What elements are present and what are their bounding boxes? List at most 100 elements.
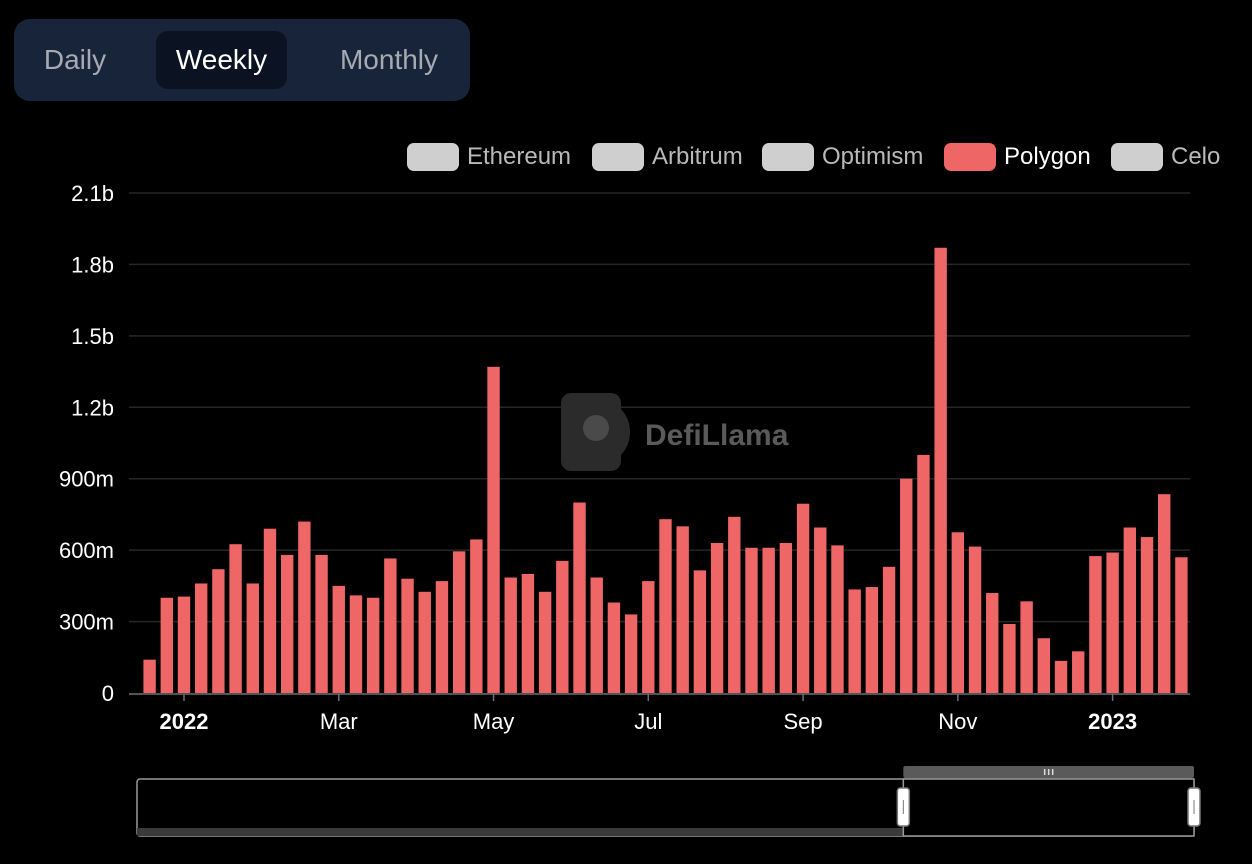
bar[interactable] xyxy=(177,596,191,693)
legend-item-optimism[interactable]: Optimism xyxy=(762,142,923,172)
bar[interactable] xyxy=(538,591,552,693)
x-tick-label: 2023 xyxy=(1088,709,1137,734)
bar[interactable] xyxy=(332,585,345,693)
bar[interactable] xyxy=(401,578,414,693)
bar[interactable] xyxy=(1140,537,1154,693)
bar[interactable] xyxy=(831,545,844,693)
bar[interactable] xyxy=(384,558,397,693)
x-tick-label: Sep xyxy=(783,709,822,734)
bar[interactable] xyxy=(229,544,242,693)
tab-monthly[interactable]: Monthly xyxy=(339,44,439,75)
legend-item-ethereum[interactable]: Ethereum xyxy=(407,142,571,172)
bar[interactable] xyxy=(315,554,328,693)
bar[interactable] xyxy=(848,589,861,693)
bar[interactable] xyxy=(624,614,638,693)
bar[interactable] xyxy=(814,527,827,693)
bar[interactable] xyxy=(1123,527,1137,693)
legend-swatch xyxy=(592,143,644,171)
x-tick-label: Nov xyxy=(938,709,977,734)
y-tick-label: 600m xyxy=(59,538,114,563)
bar[interactable] xyxy=(1106,552,1119,693)
zoom-slider xyxy=(136,766,1201,837)
legend-item-arbitrum[interactable]: Arbitrum xyxy=(592,142,743,172)
x-tick-label: Jul xyxy=(634,709,662,734)
y-axis: 0 300m 600m 900m 1.2b 1.5b 1.8b 2.1b xyxy=(59,181,114,706)
legend-swatch xyxy=(944,143,996,171)
legend-swatch xyxy=(762,143,814,171)
bar[interactable] xyxy=(504,577,517,693)
zoom-preview-fill xyxy=(137,828,904,836)
bar[interactable] xyxy=(986,593,999,693)
bar[interactable] xyxy=(487,366,500,693)
legend-label: Optimism xyxy=(822,143,924,170)
legend-label: Celo xyxy=(1171,143,1221,170)
bar[interactable] xyxy=(1020,601,1033,693)
x-tick-label: 2022 xyxy=(160,709,209,734)
bar[interactable] xyxy=(573,502,586,693)
y-tick-label: 1.8b xyxy=(71,252,114,277)
bar[interactable] xyxy=(917,454,930,693)
bar[interactable] xyxy=(521,573,535,693)
bar[interactable] xyxy=(865,587,879,693)
bar[interactable] xyxy=(263,528,277,693)
bar[interactable] xyxy=(143,659,156,693)
bar[interactable] xyxy=(298,521,311,693)
bar[interactable] xyxy=(796,503,810,693)
bar[interactable] xyxy=(745,547,758,693)
legend-label: Arbitrum xyxy=(652,143,743,170)
bar[interactable] xyxy=(1158,494,1171,693)
legend-swatch xyxy=(407,143,459,171)
legend-swatch xyxy=(1111,143,1163,171)
bar[interactable] xyxy=(590,577,603,693)
bar[interactable] xyxy=(1037,638,1051,693)
bar[interactable] xyxy=(1089,556,1102,693)
legend-item-celo[interactable]: Celo xyxy=(1111,142,1220,172)
y-tick-label: 300m xyxy=(59,610,114,635)
bars xyxy=(143,247,1188,693)
bar[interactable] xyxy=(642,581,655,693)
bar[interactable] xyxy=(900,478,913,693)
bar[interactable] xyxy=(280,554,294,693)
y-tick-label: 900m xyxy=(59,467,114,492)
period-tabs: Daily Weekly Monthly xyxy=(14,19,470,101)
bar[interactable] xyxy=(968,546,982,693)
bar[interactable] xyxy=(710,543,724,693)
bar[interactable] xyxy=(934,247,947,693)
bar[interactable] xyxy=(435,581,449,693)
zoom-selected-window[interactable] xyxy=(902,778,1195,837)
bar[interactable] xyxy=(779,543,793,693)
bar[interactable] xyxy=(676,526,689,693)
bar[interactable] xyxy=(1072,651,1085,693)
legend-label: Polygon xyxy=(1004,143,1091,170)
watermark-text: DefiLlama xyxy=(645,419,789,452)
legend-item-polygon[interactable]: Polygon xyxy=(944,142,1091,172)
x-tick-label: May xyxy=(473,709,515,734)
bar[interactable] xyxy=(470,539,483,693)
bar[interactable] xyxy=(607,602,621,693)
tab-weekly[interactable]: Weekly xyxy=(156,31,287,89)
tab-daily[interactable]: Daily xyxy=(43,44,107,75)
bar[interactable] xyxy=(882,566,896,693)
bar[interactable] xyxy=(951,532,965,693)
bar[interactable] xyxy=(194,583,208,693)
bar[interactable] xyxy=(728,516,741,693)
bar[interactable] xyxy=(1054,660,1068,693)
bar[interactable] xyxy=(1175,557,1188,693)
bar[interactable] xyxy=(366,597,380,693)
y-tick-label: 1.5b xyxy=(71,324,114,349)
bar[interactable] xyxy=(212,569,225,693)
bar[interactable] xyxy=(1003,623,1016,693)
bar[interactable] xyxy=(160,597,173,693)
x-axis: 2022 Mar May Jul Sep Nov 2023 xyxy=(129,693,1190,734)
bar[interactable] xyxy=(349,595,363,693)
bar[interactable] xyxy=(693,570,707,693)
y-tick-label: 1.2b xyxy=(71,395,114,420)
bar[interactable] xyxy=(659,519,672,693)
y-tick-label: 0 xyxy=(102,681,114,706)
bar[interactable] xyxy=(246,583,259,693)
bar[interactable] xyxy=(556,560,569,693)
bar[interactable] xyxy=(762,547,775,693)
bar[interactable] xyxy=(418,591,431,693)
bar[interactable] xyxy=(452,551,466,693)
